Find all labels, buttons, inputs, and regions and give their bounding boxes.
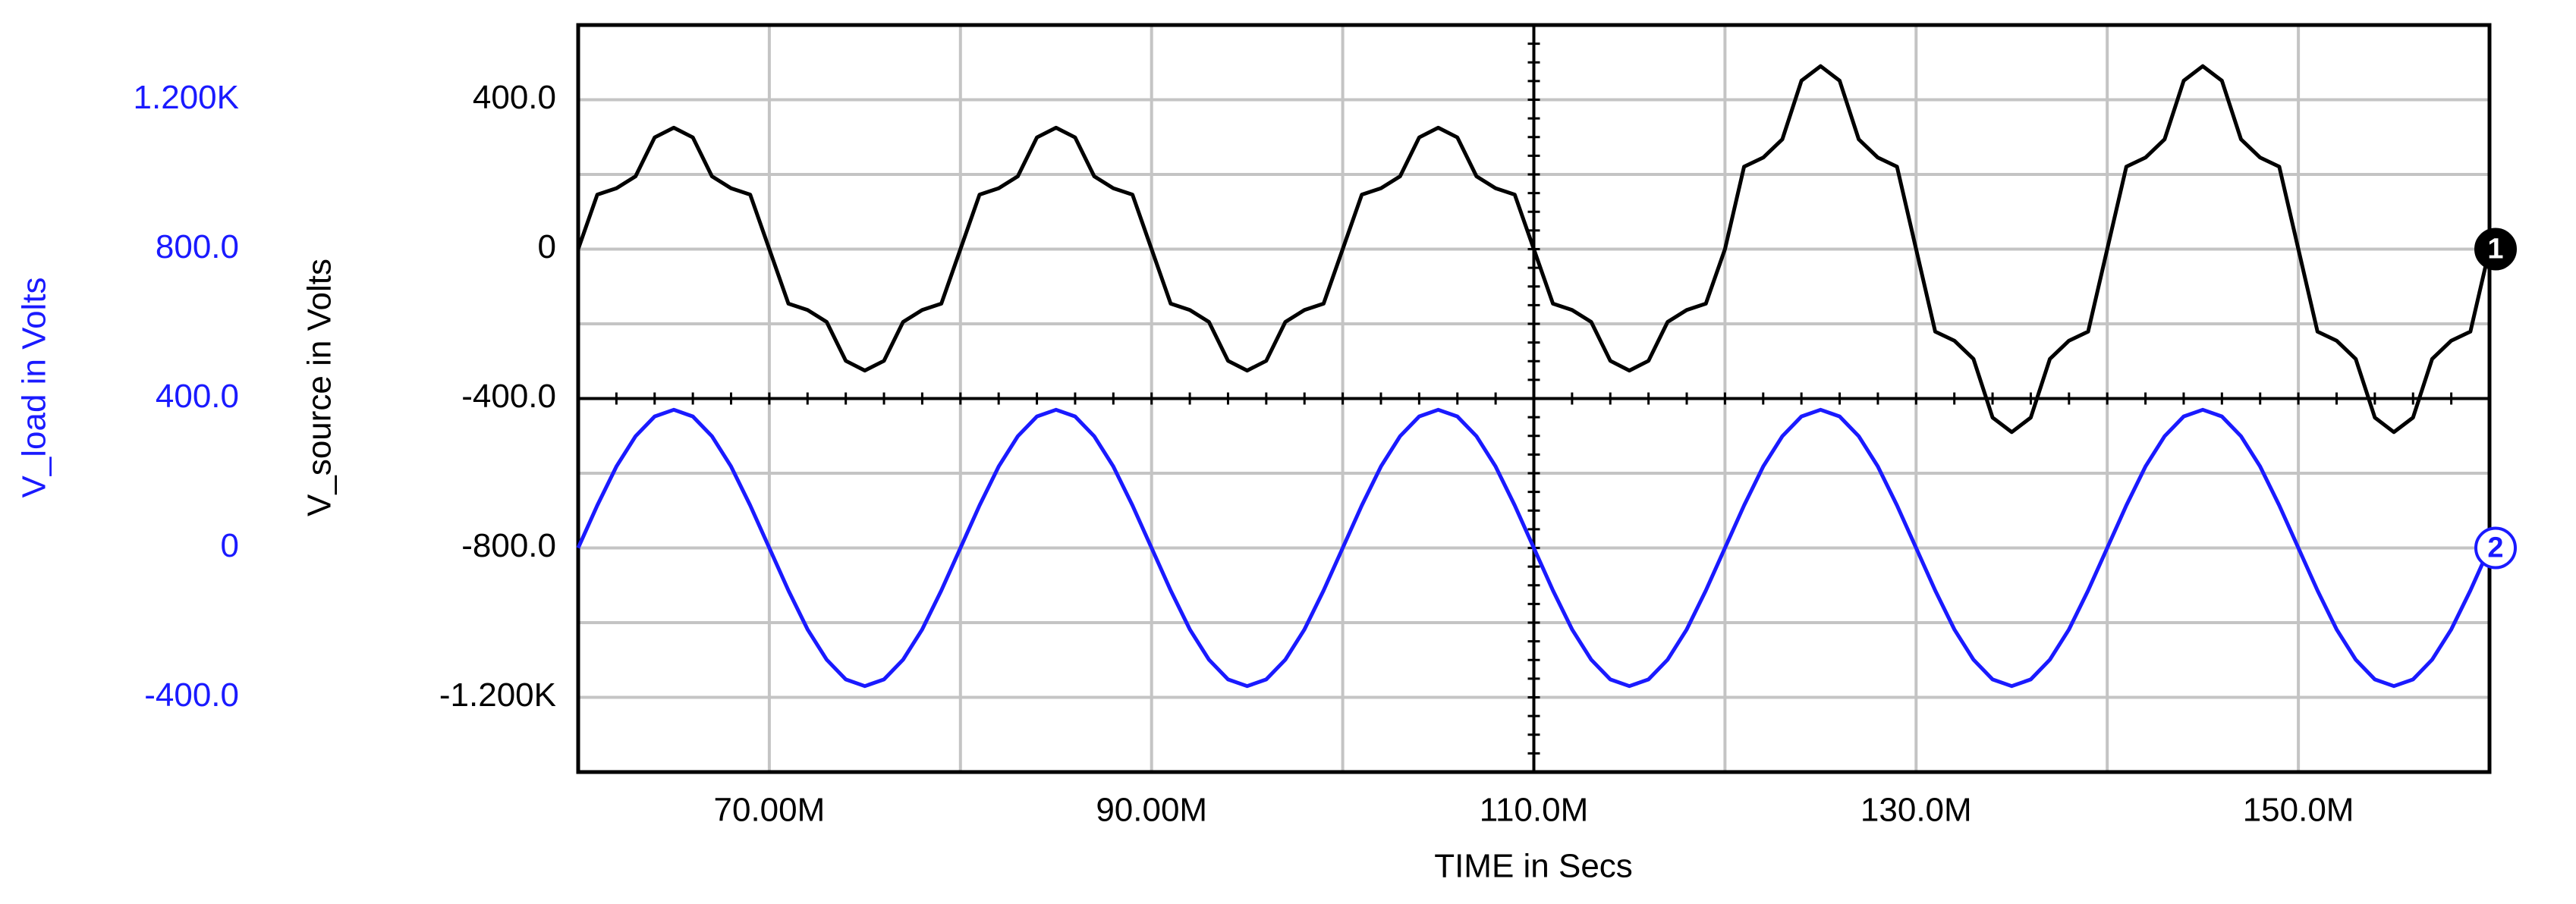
x-tick-label: 150.0M <box>2243 792 2354 829</box>
x-tick-label: 110.0M <box>1480 792 1589 829</box>
series-line <box>576 407 2492 689</box>
y-axis-title: V_source in Volts <box>301 259 338 516</box>
y-tick-label: 0 <box>538 228 556 265</box>
series-marker: 2 <box>2474 526 2517 570</box>
x-tick-label: 90.00M <box>1096 792 1207 829</box>
y-tick-label: -1.200K <box>439 676 556 714</box>
series-line <box>576 64 2492 435</box>
series-marker: 1 <box>2474 228 2517 271</box>
x-axis-title: TIME in Secs <box>1434 848 1633 885</box>
x-tick-label: 70.00M <box>714 792 826 829</box>
series-marker-label: 2 <box>2487 532 2503 564</box>
series-marker-circle <box>2474 526 2517 570</box>
y2-axis-title: V_load in Volts <box>16 277 53 498</box>
y2-tick-label: 1.200K <box>134 79 239 116</box>
series-marker-circle <box>2474 228 2517 271</box>
y2-tick-label: 800.0 <box>156 228 239 265</box>
series-marker-label: 1 <box>2487 234 2503 265</box>
plot-frame <box>576 23 2492 774</box>
y-tick-label: -800.0 <box>461 527 556 564</box>
x-tick-label: 130.0M <box>1860 792 1972 829</box>
y-tick-label: 400.0 <box>473 79 556 116</box>
y-tick-label: -400.0 <box>461 378 556 415</box>
y2-tick-label: -400.0 <box>144 676 239 714</box>
y2-tick-label: 0 <box>221 527 239 564</box>
y2-tick-label: 400.0 <box>156 378 239 415</box>
